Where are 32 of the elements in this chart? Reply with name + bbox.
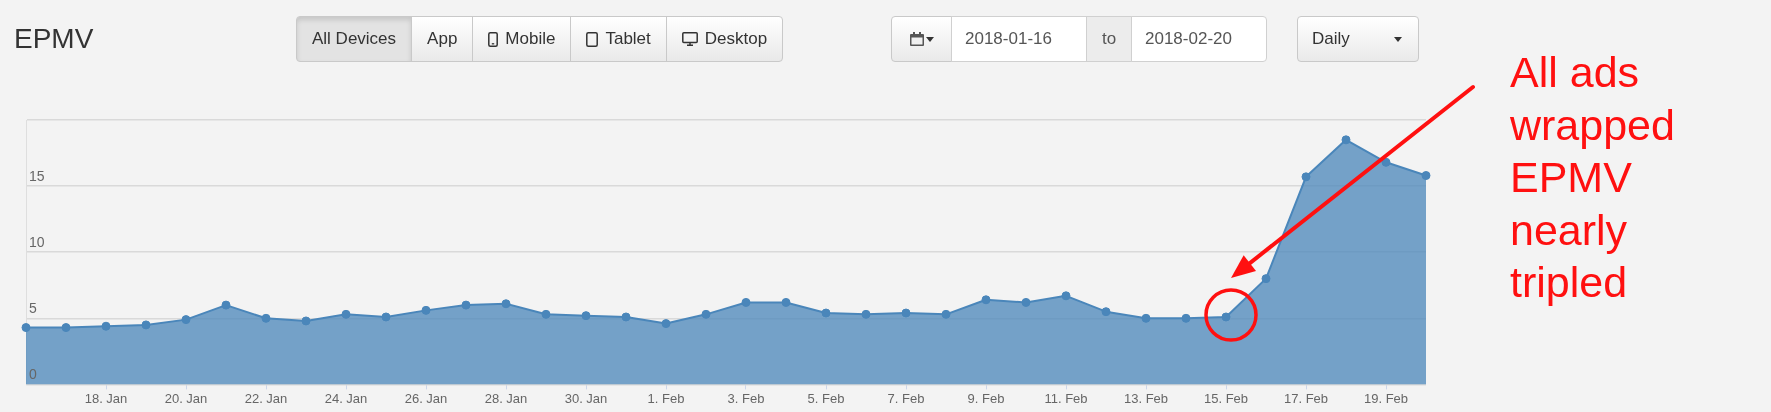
y-tick-label: 15 — [29, 167, 45, 184]
y-tick-label: 5 — [29, 300, 37, 317]
text: All Devices — [312, 29, 397, 49]
text: Daily — [1312, 29, 1350, 49]
text: Mobile — [505, 29, 556, 49]
text: Desktop — [704, 29, 768, 49]
x-tick-label: 24. Jan — [324, 390, 368, 406]
x-tick-label: 13. Feb — [1123, 390, 1169, 406]
text: App — [427, 29, 458, 49]
x-tick-label: 17. Feb — [1283, 390, 1329, 406]
text: to — [1101, 29, 1117, 49]
x-tick-label: 28. Jan — [484, 390, 528, 406]
y-tick-label: 0 — [29, 366, 37, 383]
x-tick-label: 19. Feb — [1363, 390, 1409, 406]
text: All ads wrapped EPMV nearly tripled — [1510, 47, 1676, 308]
x-tick-label: 20. Jan — [164, 390, 208, 406]
x-tick-label: 7. Feb — [887, 390, 925, 406]
text: Tablet — [605, 29, 651, 49]
chart-title: EPMV — [14, 22, 94, 56]
x-tick-label: 22. Jan — [244, 390, 288, 406]
x-tick-label: 26. Jan — [404, 390, 448, 406]
text: 2018-01-16 — [965, 29, 1052, 49]
x-tick-label: 5. Feb — [807, 390, 845, 406]
x-tick-label: 11. Feb — [1044, 390, 1088, 406]
x-tick-label: 15. Feb — [1203, 390, 1249, 406]
x-tick-label: 1. Feb — [647, 390, 685, 406]
x-tick-label: 18. Jan — [84, 390, 128, 406]
text: 2018-02-20 — [1145, 29, 1232, 49]
x-tick-label: 9. Feb — [967, 390, 1005, 406]
y-tick-label: 10 — [29, 234, 45, 251]
x-tick-label: 3. Feb — [727, 390, 765, 406]
x-tick-label: 30. Jan — [564, 390, 608, 406]
